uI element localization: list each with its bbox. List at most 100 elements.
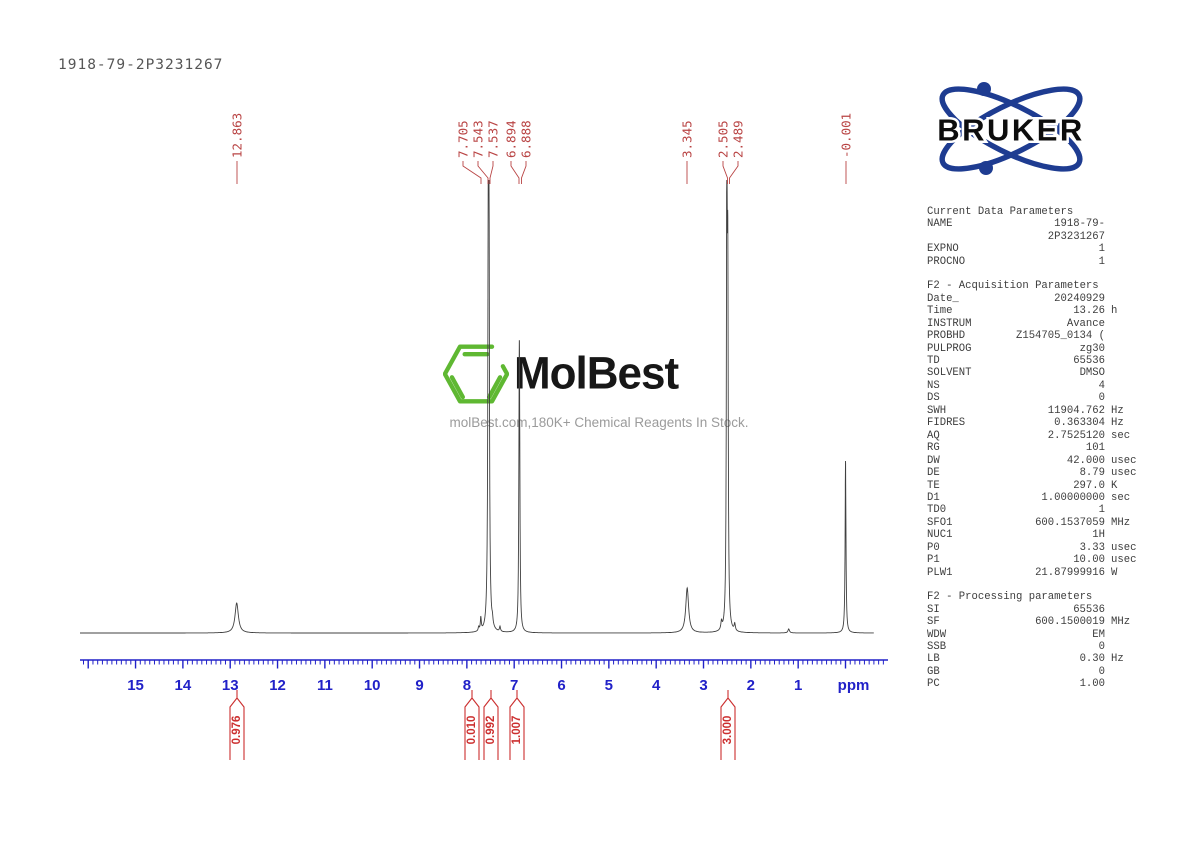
parameter-value: 11904.762 bbox=[1047, 404, 1105, 417]
parameter-unit bbox=[1105, 641, 1151, 653]
parameter-row: DE 8.79 usec bbox=[927, 467, 1151, 479]
parameter-label: NS bbox=[927, 379, 940, 392]
parameter-unit bbox=[1105, 504, 1151, 516]
molbest-watermark: MolBest molBest.com,180K+ Chemical Reage… bbox=[443, 341, 755, 430]
bruker-orbit-dot-bottom bbox=[979, 161, 993, 175]
parameter-section-header: F2 - Acquisition Parameters bbox=[927, 280, 1099, 293]
parameter-label: Date_ bbox=[927, 292, 959, 305]
peak-connector-line bbox=[477, 161, 489, 184]
axis-tick-label: 8 bbox=[463, 677, 471, 694]
parameter-unit: sec bbox=[1111, 491, 1131, 504]
parameter-row: PULPROG zg30 bbox=[927, 343, 1151, 355]
parameter-label: SI bbox=[927, 603, 940, 616]
parameter-unit bbox=[1105, 604, 1151, 616]
parameter-label: AQ bbox=[927, 429, 940, 442]
peak-label: 7.543 bbox=[471, 120, 486, 158]
parameter-value: 0 bbox=[1098, 665, 1105, 678]
axis-tick-label: 2 bbox=[747, 677, 755, 694]
parameter-unit bbox=[1105, 343, 1151, 355]
parameter-row: AQ 2.7525120 sec bbox=[927, 430, 1151, 442]
axis-tick-label: 7 bbox=[510, 677, 518, 694]
parameter-label: EXPNO bbox=[927, 243, 959, 256]
parameter-unit bbox=[1105, 318, 1151, 330]
integral-bracket bbox=[464, 690, 480, 760]
axis-tick-label: 5 bbox=[605, 677, 613, 694]
integral-bracket bbox=[483, 690, 499, 760]
parameter-value: 600.1500019 bbox=[1035, 616, 1105, 629]
parameter-unit: sec bbox=[1111, 429, 1131, 442]
parameter-unit bbox=[1105, 218, 1151, 243]
axis-tick-label: 12 bbox=[269, 677, 286, 694]
parameter-value: 0.30 bbox=[1079, 653, 1105, 666]
bruker-logo: BRUKER bbox=[935, 82, 1085, 175]
parameter-value: 600.1537059 bbox=[1035, 516, 1105, 529]
parameter-row: Date_ 20240929 bbox=[927, 293, 1151, 305]
parameter-value: 65536 bbox=[1073, 603, 1105, 616]
parameter-label: PROBHD bbox=[927, 330, 966, 343]
parameter-label: LB bbox=[927, 653, 940, 666]
parameter-label: SWH bbox=[927, 404, 947, 417]
parameter-unit bbox=[1105, 380, 1151, 392]
peak-label: 3.345 bbox=[680, 120, 695, 158]
parameter-label: FIDRES bbox=[927, 417, 966, 430]
axis-tick-label: 10 bbox=[364, 677, 381, 694]
parameter-unit bbox=[1105, 678, 1151, 690]
parameter-unit bbox=[1105, 629, 1151, 641]
parameter-value: 1.00 bbox=[1079, 678, 1105, 691]
parameter-value: 0.363304 bbox=[1054, 417, 1105, 430]
peak-label: 2.489 bbox=[731, 120, 746, 158]
parameter-label: NAME bbox=[927, 218, 953, 231]
parameter-value: Z154705_0134 ( bbox=[1015, 330, 1105, 343]
parameter-section-header: F2 - Processing parameters bbox=[927, 591, 1093, 604]
parameter-row: INSTRUM Avance bbox=[927, 318, 1151, 330]
integral-value: 1.007 bbox=[511, 716, 523, 745]
parameter-unit: usec bbox=[1111, 454, 1137, 467]
peak-connector-line bbox=[462, 161, 482, 184]
parameter-value: DMSO bbox=[1079, 367, 1105, 380]
parameter-value: 65536 bbox=[1073, 354, 1105, 367]
parameter-value: 0 bbox=[1098, 640, 1105, 653]
parameter-label: RG bbox=[927, 442, 940, 455]
parameter-value: 20240929 bbox=[1054, 292, 1105, 305]
parameter-label: PC bbox=[927, 678, 940, 691]
integral-bracket bbox=[229, 690, 245, 760]
parameter-row: SOLVENT DMSO bbox=[927, 367, 1151, 379]
parameter-section: Current Data Parameters NAME 1918-79-2P323… bbox=[927, 206, 1151, 268]
parameter-unit bbox=[1105, 529, 1151, 541]
parameter-label: NUC1 bbox=[927, 529, 953, 542]
parameter-row: WDW EM bbox=[927, 629, 1151, 641]
peak-label: 6.894 bbox=[504, 120, 519, 158]
parameter-value: 101 bbox=[1085, 442, 1105, 455]
parameter-row: NAME 1918-79-2P3231267 bbox=[927, 218, 1151, 243]
molbest-logo-row: MolBest bbox=[443, 341, 755, 407]
parameter-label: TE bbox=[927, 479, 940, 492]
parameter-row: EXPNO 1 bbox=[927, 243, 1151, 255]
parameter-label: WDW bbox=[927, 628, 947, 641]
parameter-label: PROCNO bbox=[927, 255, 966, 268]
parameter-unit: Hz bbox=[1111, 404, 1124, 417]
parameter-value: Avance bbox=[1066, 317, 1105, 330]
integral-bracket bbox=[509, 690, 525, 760]
parameter-row: TE 297.0 K bbox=[927, 480, 1151, 492]
parameter-row: SSB 0 bbox=[927, 641, 1151, 653]
parameter-row: DW 42.000 usec bbox=[927, 455, 1151, 467]
parameter-row: P1 10.00 usec bbox=[927, 554, 1151, 566]
parameter-label: GB bbox=[927, 665, 940, 678]
peak-connector-line bbox=[489, 161, 494, 184]
bruker-orbit-icon bbox=[939, 86, 1083, 172]
parameter-row: GB 0 bbox=[927, 666, 1151, 678]
parameter-unit bbox=[1105, 293, 1151, 305]
sample-title: 1918-79-2P3231267 bbox=[58, 57, 224, 73]
parameter-row: Time 13.26 h bbox=[927, 305, 1151, 317]
parameter-label: DW bbox=[927, 454, 940, 467]
axis-tick-label: 3 bbox=[699, 677, 707, 694]
parameter-label: SOLVENT bbox=[927, 367, 972, 380]
parameter-value: 1918-79-2P3231267 bbox=[1047, 218, 1105, 243]
parameter-section: F2 - Acquisition Parameters Date_ 20240929… bbox=[927, 280, 1151, 579]
parameter-section: F2 - Processing parameters SI 65536 SF 600.1… bbox=[927, 591, 1151, 691]
parameter-value: 21.87999916 bbox=[1035, 566, 1105, 579]
parameter-unit: usec bbox=[1111, 541, 1137, 554]
peak-label: 7.705 bbox=[456, 120, 471, 158]
axis-tick-label: 1 bbox=[794, 677, 802, 694]
parameter-row: P0 3.33 usec bbox=[927, 542, 1151, 554]
